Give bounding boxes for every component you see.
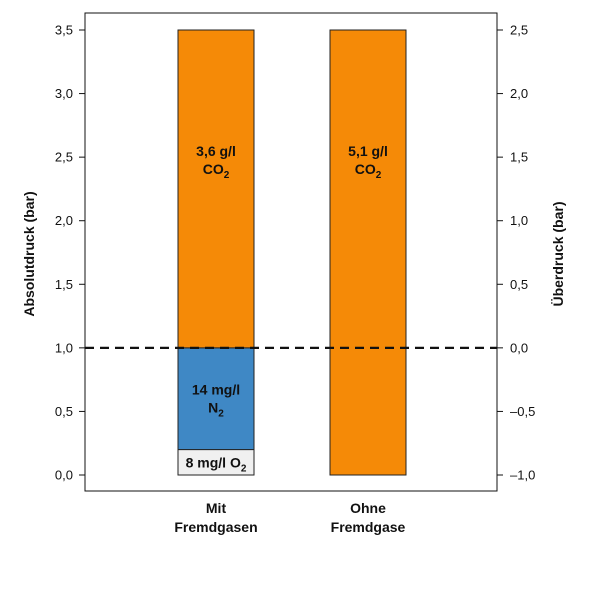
left-tick-label: 2,0 xyxy=(55,213,73,228)
category-labels: Mit Fremdgasen Ohne Fremdgase xyxy=(174,500,405,535)
bar-segment-o2 xyxy=(177,449,255,476)
bar-segment-label: CO2 xyxy=(355,161,382,181)
left-tick-label: 3,0 xyxy=(55,86,73,101)
bar-segment-label: 14 mg/l xyxy=(192,382,240,398)
left-tick-label: 1,0 xyxy=(55,340,73,355)
bar-segment-label: 5,1 g/l xyxy=(348,143,388,159)
bar-labels-layer: 8 mg/l O2 14 mg/l N2 3,6 g/l CO2 5,1 g/l CO2 xyxy=(186,143,388,474)
right-tick-label: 1,0 xyxy=(510,213,528,228)
secondary-y-axis-title: Überdruck (bar) xyxy=(550,201,566,306)
right-tick-label: –0,5 xyxy=(510,404,535,419)
bar-segment-label: CO2 xyxy=(203,161,230,181)
bar-segment-label: 3,6 g/l xyxy=(196,143,236,159)
bar-segment-label: 8 mg/l O2 xyxy=(186,454,247,474)
bar-segment-label: N2 xyxy=(208,400,224,420)
bars-layer xyxy=(177,29,407,476)
bar-segment-co2 xyxy=(177,29,255,349)
right-tick-label: 0,0 xyxy=(510,340,528,355)
left-tick-label: 1,5 xyxy=(55,277,73,292)
plot-area-frame xyxy=(84,12,498,492)
right-tick-label: 0,5 xyxy=(510,277,528,292)
left-tick-label: 2,5 xyxy=(55,150,73,165)
left-tick-label: 3,5 xyxy=(55,23,73,38)
left-tick-label: 0,0 xyxy=(55,468,73,483)
left-tick-label: 0,5 xyxy=(55,404,73,419)
category-label: Mit Fremdgasen xyxy=(174,500,257,535)
y-axis-title: Absolutdruck (bar) xyxy=(21,191,37,316)
bar-segment-co2 xyxy=(329,29,407,476)
right-tick-label: 2,5 xyxy=(510,23,528,38)
right-axis-ticks: –1,0 –0,5 0,0 0,5 1,0 1,5 2,0 2,5 xyxy=(497,23,535,483)
left-axis-ticks: 0,0 0,5 1,0 1,5 2,0 2,5 3,0 3,5 xyxy=(55,23,85,483)
right-tick-label: 1,5 xyxy=(510,150,528,165)
right-tick-label: –1,0 xyxy=(510,468,535,483)
right-tick-label: 2,0 xyxy=(510,86,528,101)
category-label: Ohne Fremdgase xyxy=(331,500,406,535)
bar-segment-n2 xyxy=(177,347,255,451)
